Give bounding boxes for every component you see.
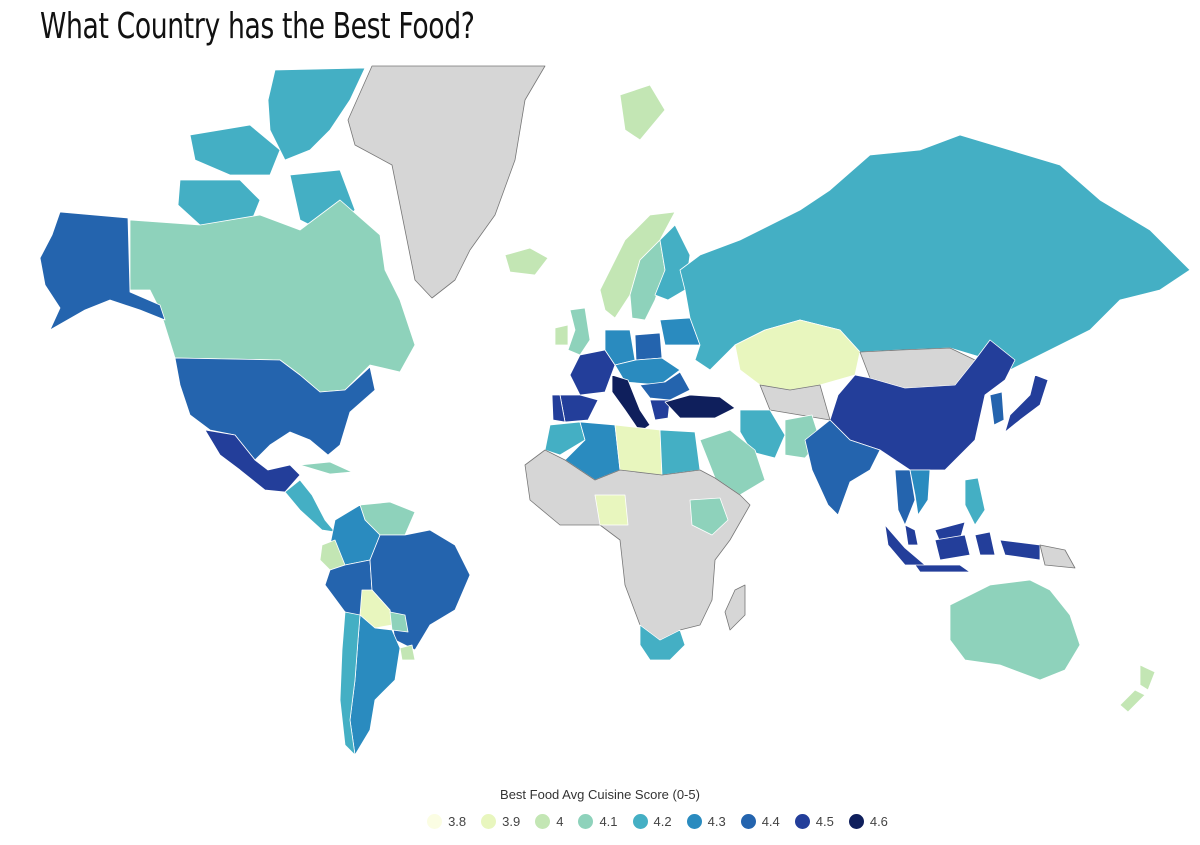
legend-swatch [535, 814, 551, 829]
region-Japan[interactable] [1004, 374, 1049, 433]
region-Ireland[interactable] [554, 324, 569, 346]
legend-label: 4.1 [599, 814, 618, 829]
region-Africa (other)[interactable] [524, 449, 751, 641]
region-Svalbard[interactable] [619, 84, 666, 141]
region-Morocco[interactable] [544, 421, 586, 456]
legend-items: 3.8 3.9 4 4.1 4.2 4.3 4.4 4.5 4.6 [130, 814, 1200, 829]
legend-swatch [481, 814, 497, 829]
region-France[interactable] [569, 349, 616, 396]
region-Indonesia[interactable] [884, 524, 1041, 573]
region-Chile[interactable] [339, 611, 361, 756]
legend-title: Best Food Avg Cuisine Score (0-5) [500, 787, 700, 802]
region-Spain[interactable] [559, 394, 599, 423]
legend-item[interactable]: 3.8 [427, 814, 466, 829]
region-New Zealand[interactable] [1119, 664, 1156, 713]
region-Greenland[interactable] [347, 65, 546, 299]
region-Madagascar[interactable] [724, 584, 746, 631]
legend-swatch [848, 814, 864, 829]
region-Turkey[interactable] [664, 394, 736, 419]
legend-label: 4.3 [707, 814, 726, 829]
legend-label: 3.8 [448, 814, 467, 829]
legend-label: 4.6 [869, 814, 888, 829]
legend-label: 4.4 [761, 814, 780, 829]
legend-item[interactable]: 4.3 [686, 814, 726, 829]
legend-label: 4 [556, 814, 564, 829]
legend-label: 3.9 [502, 814, 521, 829]
region-Cuba[interactable] [299, 461, 353, 475]
page-title: What Country has the Best Food? [40, 6, 475, 47]
legend-swatch [632, 814, 648, 829]
region-Paraguay[interactable] [389, 611, 409, 633]
legend-swatch [686, 814, 702, 829]
legend-swatch [427, 814, 443, 829]
legend-swatch [578, 814, 594, 829]
legend-item[interactable]: 4.6 [848, 814, 888, 829]
region-Nigeria[interactable] [594, 494, 629, 526]
legend-item[interactable]: 4.4 [740, 814, 780, 829]
legend-label: 4.2 [653, 814, 672, 829]
region-Iceland[interactable] [504, 247, 549, 276]
world-choropleth-map [39, 65, 1191, 756]
legend-item[interactable]: 4 [535, 814, 563, 829]
legend-swatch [740, 814, 756, 829]
region-Greece[interactable] [649, 399, 671, 421]
region-Ethiopia[interactable] [689, 497, 729, 536]
region-Vietnam[interactable] [909, 469, 931, 516]
region-Balkans[interactable] [639, 371, 691, 401]
region-Mexico[interactable] [204, 429, 301, 493]
legend-item[interactable]: 4.1 [578, 814, 618, 829]
region-South Africa[interactable] [639, 624, 686, 661]
region-Russia[interactable] [679, 134, 1191, 371]
region-Portugal[interactable] [551, 394, 566, 423]
region-Iran[interactable] [739, 409, 786, 459]
legend: Best Food Avg Cuisine Score (0-5) 3.8 3.9… [0, 787, 1200, 829]
region-United States[interactable] [174, 357, 376, 461]
legend-item[interactable]: 3.9 [481, 814, 520, 829]
region-Libya[interactable] [614, 424, 663, 476]
region-Finland[interactable] [654, 224, 691, 301]
region-United Kingdom[interactable] [567, 307, 591, 356]
legend-item[interactable]: 4.2 [632, 814, 672, 829]
region-Thailand[interactable] [894, 469, 916, 526]
legend-swatch [794, 814, 810, 829]
region-Papua New Guinea[interactable] [1039, 544, 1076, 569]
legend-label: 4.5 [815, 814, 834, 829]
region-Poland[interactable] [634, 332, 663, 361]
region-Australia[interactable] [949, 579, 1081, 681]
region-Philippines[interactable] [964, 477, 986, 526]
region-Egypt[interactable] [659, 429, 701, 476]
region-Canadian Arctic Islands[interactable] [177, 67, 366, 236]
region-Alaska[interactable] [39, 211, 166, 331]
legend-item[interactable]: 4.5 [794, 814, 834, 829]
region-Central America[interactable] [284, 479, 336, 533]
region-India[interactable] [804, 419, 881, 516]
region-Korea[interactable] [989, 391, 1005, 426]
region-Uruguay[interactable] [399, 644, 416, 661]
